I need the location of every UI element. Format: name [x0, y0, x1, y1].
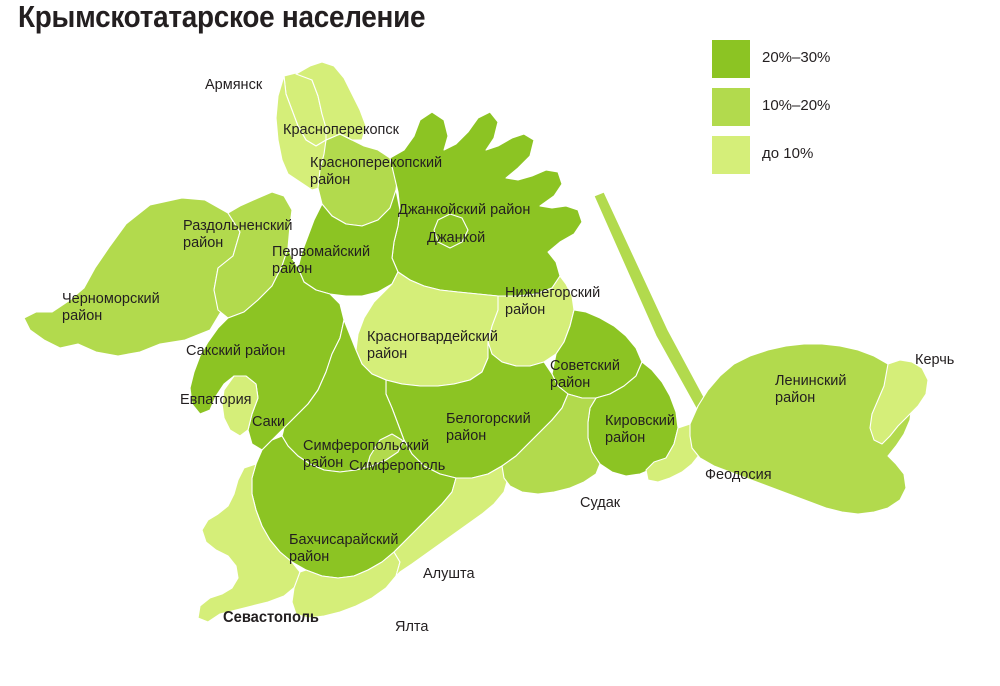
region-alushta[interactable]	[393, 465, 509, 577]
region-dzhankoy[interactable]	[433, 213, 469, 249]
legend-swatch-medium	[712, 88, 750, 126]
region-dzhankoysky-rayon[interactable]	[389, 111, 583, 297]
legend-row[interactable]: 10%–20%	[712, 88, 962, 136]
region-sudak[interactable]	[501, 393, 601, 495]
legend: 20%–30% 10%–20% до 10%	[712, 40, 962, 184]
legend-swatch-high	[712, 40, 750, 78]
legend-label-medium: 10%–20%	[762, 97, 831, 114]
region-feodosiya[interactable]	[645, 423, 705, 483]
region-chernomorsky-rayon[interactable]	[23, 197, 241, 357]
region-sevastopol[interactable]	[197, 463, 301, 623]
region-kerch[interactable]	[869, 359, 929, 445]
page-title: Крымскотатарское население	[18, 0, 426, 34]
legend-swatch-low	[712, 136, 750, 174]
legend-row[interactable]: 20%–30%	[712, 40, 962, 88]
legend-label-low: до 10%	[762, 145, 814, 162]
legend-label-high: 20%–30%	[762, 49, 831, 66]
region-yevpatoriya[interactable]	[221, 375, 259, 437]
region-leninsky-rayon[interactable]	[689, 343, 913, 515]
region-saksky-rayon[interactable]	[189, 247, 345, 451]
region-yalta[interactable]	[291, 551, 401, 619]
region-north-coast-strip[interactable]	[295, 61, 367, 141]
legend-row[interactable]: до 10%	[712, 136, 962, 184]
